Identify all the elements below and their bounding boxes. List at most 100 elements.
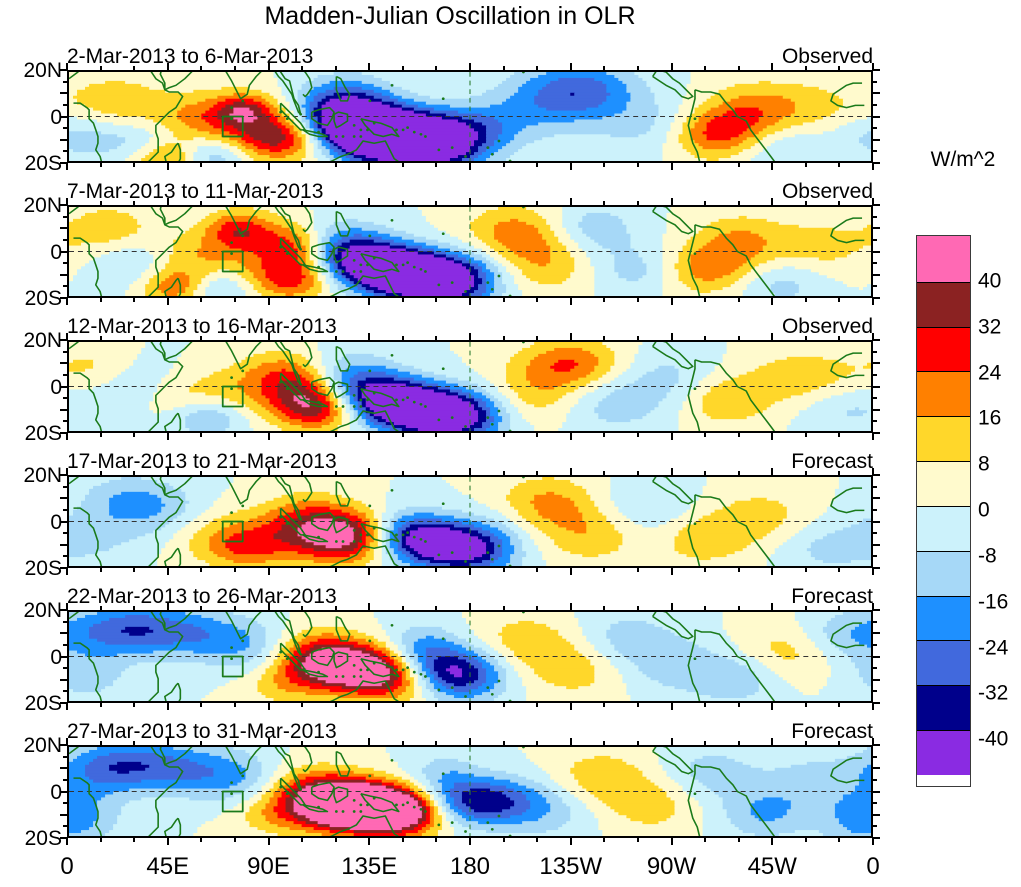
- axis-tick: [771, 603, 774, 610]
- axis-tick: [670, 603, 673, 610]
- axis-tick: [60, 297, 67, 299]
- axis-tick: [60, 567, 67, 569]
- axis-tick: [435, 471, 438, 475]
- axis-tick: [63, 778, 67, 781]
- axis-tick: [200, 606, 203, 610]
- axis-tick: [873, 813, 880, 816]
- axis-tick: [63, 802, 67, 805]
- axis-tick: [670, 738, 673, 745]
- axis-tick: [60, 362, 67, 365]
- axis-tick: [60, 227, 67, 230]
- axis-tick: [603, 201, 606, 205]
- axis-tick: [233, 703, 236, 707]
- axis-tick: [737, 201, 740, 205]
- axis-tick: [873, 609, 880, 611]
- axis-tick: [401, 838, 404, 842]
- axis-tick: [873, 339, 880, 341]
- panel-date-range: 17-Mar-2013 to 21-Mar-2013: [67, 450, 337, 473]
- axis-tick: [233, 298, 236, 302]
- axis-tick: [99, 298, 102, 302]
- axis-tick: [401, 741, 404, 745]
- colorbar-tick-label: 40: [978, 269, 1002, 293]
- axis-tick: [66, 738, 68, 745]
- axis-tick: [301, 298, 304, 302]
- axis-tick: [60, 790, 67, 793]
- axis-tick: [603, 606, 606, 610]
- axis-tick: [873, 655, 880, 658]
- axis-tick: [670, 468, 673, 475]
- axis-tick: [63, 825, 67, 828]
- axis-tick: [536, 568, 539, 572]
- axis-tick: [872, 468, 874, 475]
- panel-data-kind: Forecast: [791, 450, 873, 473]
- axis-tick: [66, 198, 68, 205]
- axis-tick: [603, 568, 606, 572]
- axis-tick: [99, 66, 102, 70]
- axis-tick: [267, 838, 270, 845]
- axis-tick: [502, 741, 505, 745]
- axis-tick: [804, 201, 807, 205]
- axis-tick: [233, 606, 236, 610]
- axis-tick: [603, 298, 606, 302]
- axis-tick: [63, 555, 67, 558]
- axis-tick: [166, 433, 169, 440]
- axis-tick: [873, 262, 877, 265]
- axis-tick: [60, 632, 67, 635]
- axis-tick: [873, 397, 877, 400]
- axis-tick: [267, 568, 270, 575]
- axis-tick: [267, 163, 270, 170]
- axis-tick: [63, 238, 67, 241]
- axis-tick: [469, 603, 471, 610]
- y-axis-tick-label: 20N: [23, 59, 62, 82]
- axis-tick: [536, 163, 539, 167]
- axis-tick: [133, 606, 136, 610]
- axis-tick: [66, 433, 68, 440]
- axis-tick: [60, 837, 67, 839]
- axis-tick: [233, 66, 236, 70]
- axis-tick: [166, 298, 169, 305]
- axis-tick: [368, 838, 371, 845]
- axis-tick: [771, 838, 774, 845]
- olr-anomaly-field: [69, 342, 871, 431]
- axis-tick: [66, 568, 68, 575]
- axis-tick: [771, 298, 774, 305]
- axis-tick: [569, 198, 572, 205]
- axis-tick: [872, 433, 874, 440]
- colorbar-band: [917, 595, 970, 641]
- axis-tick: [200, 741, 203, 745]
- axis-tick: [66, 703, 68, 710]
- axis-tick: [771, 738, 774, 745]
- axis-tick: [502, 336, 505, 340]
- axis-tick: [469, 333, 471, 340]
- axis-tick: [469, 433, 471, 440]
- axis-tick: [60, 385, 67, 388]
- y-axis-tick-label: 20S: [24, 557, 62, 580]
- axis-tick: [704, 838, 707, 842]
- panel-data-kind: Observed: [781, 180, 873, 203]
- axis-tick: [873, 620, 877, 623]
- colorbar-band: [917, 371, 970, 417]
- axis-tick: [670, 333, 673, 340]
- axis-tick: [334, 568, 337, 572]
- olr-anomaly-field: [69, 612, 871, 701]
- axis-tick: [60, 250, 67, 253]
- axis-tick: [334, 201, 337, 205]
- colorbar-tick-label: 16: [978, 406, 1002, 430]
- axis-tick: [873, 273, 880, 276]
- axis-tick: [804, 703, 807, 707]
- axis-tick: [670, 703, 673, 710]
- axis-tick: [60, 702, 67, 704]
- axis-tick: [166, 468, 169, 475]
- map-panel: 12-Mar-2013 to 16-Mar-2013 Observed: [67, 315, 873, 433]
- axis-tick: [66, 603, 68, 610]
- axis-tick: [771, 468, 774, 475]
- map-panel: 2-Mar-2013 to 6-Mar-2013 Observed: [67, 45, 873, 163]
- x-axis-tick-label: 180: [449, 853, 491, 880]
- axis-tick: [636, 201, 639, 205]
- axis-tick: [872, 738, 874, 745]
- axis-tick: [233, 336, 236, 340]
- axis-tick: [469, 703, 471, 710]
- axis-tick: [200, 298, 203, 302]
- axis-tick: [771, 163, 774, 170]
- axis-tick: [804, 838, 807, 842]
